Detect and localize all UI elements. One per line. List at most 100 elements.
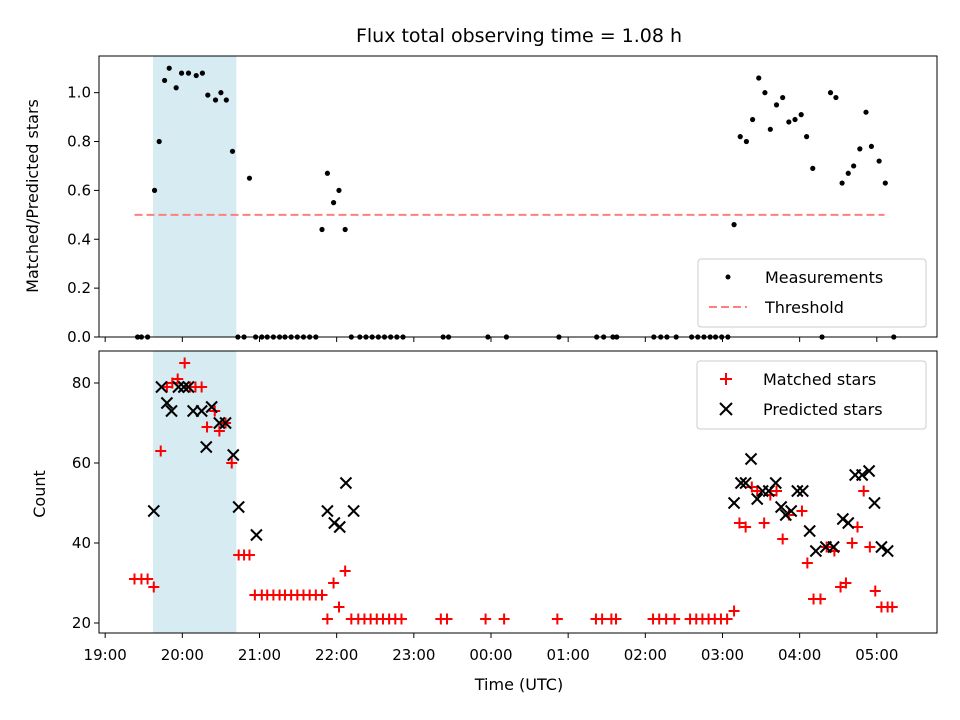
x-tick-label: 19:00: [84, 646, 127, 664]
y-tick-label: 40: [72, 534, 91, 552]
matched-star-point: [213, 425, 225, 437]
measurement-point: [749, 116, 756, 123]
measurement-point: [156, 138, 162, 145]
predicted-star-point: [842, 516, 855, 530]
x-tick-label: 21:00: [238, 646, 281, 664]
matched-star-point: [498, 613, 510, 625]
matched-star-point: [777, 533, 789, 545]
predicted-star-point: [744, 452, 758, 466]
ratio-panel: 0.0 0.2 0.4 0.6 0.8 1.0 Matched/Predicted sta…: [23, 55, 938, 346]
shaded-interval: [153, 56, 237, 337]
matched-star-point: [852, 521, 864, 533]
matched-star-point: [480, 613, 492, 625]
predicted-star-point: [147, 504, 160, 518]
measurement-point: [767, 126, 773, 132]
matched-star-point: [155, 445, 167, 457]
chart-title: Flux total observing time = 1.08 h: [356, 25, 682, 47]
measurement-point: [223, 97, 229, 103]
matched-star-point: [669, 613, 681, 625]
matched-star-point: [728, 605, 740, 617]
y-tick-label: 0.6: [67, 181, 91, 199]
predicted-legend-marker: [719, 402, 733, 416]
x-tick-label: 01:00: [547, 646, 590, 664]
predicted-star-point: [227, 448, 240, 462]
matched-star-point: [226, 457, 238, 469]
measurement-point: [319, 226, 325, 233]
ratio-y-ticks: 0.0 0.2 0.4 0.6 0.8 1.0: [67, 84, 99, 346]
measurement-point: [756, 75, 762, 81]
matched-star-point: [441, 613, 453, 625]
shaded-interval: [153, 351, 237, 633]
predicted-star-point: [739, 476, 752, 490]
count-x-ticks: 19:00 20:00 21:00 22:00 23:00 00:00 01:00 02:00…: [84, 633, 898, 664]
measurement-point: [851, 163, 857, 169]
matched-star-point: [846, 537, 858, 549]
measurement-point: [773, 102, 780, 108]
matched-star-point: [721, 613, 733, 625]
measurements-legend-marker: [725, 274, 731, 280]
predicted-star-point: [165, 404, 178, 418]
matched-star-point: [733, 517, 745, 529]
matched-star-point: [758, 517, 770, 529]
predicted-star-point: [232, 500, 245, 514]
matched-star-point: [339, 565, 351, 577]
y-tick-label: 1.0: [67, 84, 91, 102]
x-tick-label: 04:00: [778, 646, 821, 664]
predicted-legend-label: Predicted stars: [763, 400, 883, 419]
matched-legend-marker: [720, 373, 732, 385]
measurement-point: [827, 90, 834, 96]
measurement-point: [868, 143, 875, 150]
y-tick-label: 80: [72, 374, 91, 392]
measurement-point: [199, 70, 205, 76]
y-tick-label: 60: [72, 454, 91, 472]
measurement-point: [798, 112, 804, 118]
x-tick-label: 00:00: [469, 646, 512, 664]
count-panel: 20 40 60 80 19:00 20:00 21:00 22:00 23:00 00:00 0…: [30, 350, 938, 694]
measurement-point: [246, 175, 253, 181]
predicted-star-point: [182, 380, 195, 394]
x-tick-label: 05:00: [855, 646, 898, 664]
measurement-point: [857, 146, 863, 152]
matched-star-point: [610, 613, 622, 625]
ratio-x-ticks: [104, 337, 878, 342]
ratio-legend: Measurements Threshold: [697, 258, 927, 328]
matched-star-point: [740, 521, 752, 533]
matched-star-point: [142, 573, 154, 585]
measurement-point: [786, 119, 792, 125]
measurement-point: [161, 77, 168, 84]
measurement-point: [185, 70, 192, 76]
ratio-legend-box: [697, 258, 927, 328]
predicted-star-point: [177, 380, 191, 394]
predicted-star-point: [347, 504, 360, 518]
matched-star-point: [869, 585, 881, 597]
y-tick-label: 0.8: [67, 133, 91, 151]
count-y-ticks: 20 40 60 80: [72, 374, 99, 632]
predicted-star-point: [727, 496, 741, 510]
predicted-star-point: [321, 504, 334, 518]
measurement-point: [839, 180, 845, 186]
predicted-star-point: [734, 476, 748, 490]
matched-star-point: [148, 581, 160, 593]
measurement-point: [803, 134, 810, 140]
measurement-point: [342, 226, 348, 233]
matched-star-point: [886, 601, 898, 613]
matched-star-point: [321, 613, 333, 625]
predicted-star-markers: [147, 380, 894, 558]
measurement-point: [743, 138, 750, 145]
predicted-star-point: [855, 468, 869, 482]
measurement-point: [780, 94, 786, 101]
measurement-point: [833, 94, 839, 101]
measurement-point: [810, 165, 816, 171]
measurement-point: [792, 116, 798, 123]
matched-star-point: [864, 541, 876, 553]
measurement-point: [324, 170, 331, 176]
x-tick-label: 02:00: [624, 646, 667, 664]
matched-star-point: [179, 357, 191, 369]
count-y-axis-label: Count: [30, 470, 49, 518]
predicted-star-point: [803, 524, 816, 538]
predicted-star-point: [769, 476, 782, 490]
measurement-point: [863, 109, 869, 115]
ratio-panel-frame: [98, 55, 938, 338]
count-legend-box: [696, 360, 927, 430]
